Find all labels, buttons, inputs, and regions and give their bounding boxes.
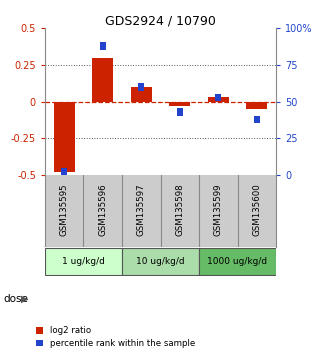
Text: GSM135597: GSM135597 — [137, 183, 146, 236]
Bar — [54, 102, 75, 172]
Text: 10 ug/kg/d: 10 ug/kg/d — [136, 257, 185, 266]
Text: GSM135599: GSM135599 — [214, 183, 223, 236]
Text: GSM135598: GSM135598 — [175, 183, 184, 236]
Text: dose: dose — [3, 294, 28, 304]
FancyBboxPatch shape — [122, 248, 199, 275]
Bar — [131, 87, 152, 102]
Legend: log2 ratio, percentile rank within the sample: log2 ratio, percentile rank within the s… — [36, 326, 195, 348]
FancyBboxPatch shape — [254, 116, 260, 123]
Text: ▶: ▶ — [21, 294, 28, 304]
FancyBboxPatch shape — [215, 93, 221, 101]
Bar — [92, 58, 113, 102]
Text: 1000 ug/kg/d: 1000 ug/kg/d — [207, 257, 268, 266]
FancyBboxPatch shape — [61, 169, 67, 176]
Text: GSM135596: GSM135596 — [98, 183, 107, 236]
Text: GSM135595: GSM135595 — [60, 183, 69, 236]
FancyBboxPatch shape — [199, 248, 276, 275]
FancyBboxPatch shape — [138, 83, 144, 91]
Text: 1 ug/kg/d: 1 ug/kg/d — [62, 257, 105, 266]
Text: GSM135600: GSM135600 — [252, 183, 261, 236]
Bar — [169, 102, 190, 106]
FancyBboxPatch shape — [100, 42, 106, 50]
Title: GDS2924 / 10790: GDS2924 / 10790 — [105, 14, 216, 27]
FancyBboxPatch shape — [45, 248, 122, 275]
Bar — [208, 97, 229, 102]
FancyBboxPatch shape — [177, 108, 183, 116]
Bar — [246, 102, 267, 109]
